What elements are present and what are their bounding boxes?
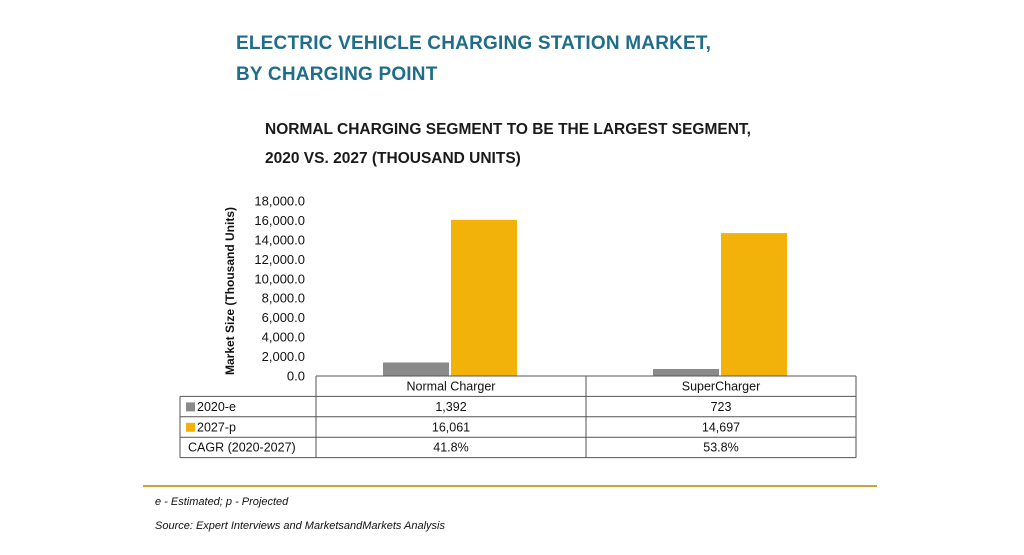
y-tick-label: 18,000.0 bbox=[254, 194, 305, 209]
data-label: 16,061 bbox=[432, 420, 470, 434]
legend-swatch-2027-p bbox=[186, 422, 195, 432]
data-label: 1,392 bbox=[435, 400, 466, 414]
x-tick-label: SuperCharger bbox=[682, 380, 761, 394]
y-tick-label: 6,000.0 bbox=[262, 310, 305, 325]
data-label: 14,697 bbox=[702, 420, 740, 434]
x-tick-label: Normal Charger bbox=[407, 380, 496, 394]
chart-subtitle-line2: 2020 VS. 2027 (THOUSAND UNITS) bbox=[265, 150, 521, 167]
y-tick-label: 14,000.0 bbox=[254, 232, 305, 247]
bar-2020-e-supercharger bbox=[653, 368, 719, 376]
y-tick-label: 4,000.0 bbox=[262, 330, 305, 345]
y-tick-label: 2,000.0 bbox=[262, 349, 305, 364]
y-tick-label: 16,000.0 bbox=[254, 213, 305, 228]
row-label: CAGR (2020-2027) bbox=[188, 441, 296, 455]
chart-title-line2: BY CHARGING POINT bbox=[236, 64, 438, 85]
y-tick-label: 10,000.0 bbox=[254, 271, 305, 286]
chart-title-line1: ELECTRIC VEHICLE CHARGING STATION MARKET… bbox=[236, 33, 712, 54]
data-table: Normal Charger SuperCharger 2020-e 1,392 723… bbox=[179, 375, 857, 459]
y-tick-label: 0.0 bbox=[287, 369, 305, 384]
data-label: 723 bbox=[711, 400, 732, 414]
bar-2027-p-supercharger bbox=[721, 233, 787, 376]
legend-swatch-2020-e bbox=[186, 402, 195, 412]
source-note: Source: Expert Interviews and Marketsand… bbox=[155, 520, 445, 532]
footnote: e - Estimated; p - Projected bbox=[155, 496, 289, 508]
chart-subtitle-line1: NORMAL CHARGING SEGMENT TO BE THE LARGES… bbox=[265, 121, 751, 138]
data-label: 53.8% bbox=[703, 441, 738, 455]
chart-bars bbox=[383, 219, 787, 376]
legend-label: 2027-p bbox=[197, 420, 236, 434]
bar-2020-e-normal-charger bbox=[383, 362, 449, 376]
y-tick-label: 8,000.0 bbox=[262, 291, 305, 306]
y-axis-label: Market Size (Thousand Units) bbox=[223, 207, 237, 375]
y-axis: 0.0 2,000.0 4,000.0 6,000.0 8,000.0 10,000.0 1… bbox=[254, 194, 305, 384]
bar-2027-p-normal-charger bbox=[451, 219, 517, 376]
y-tick-label: 12,000.0 bbox=[254, 252, 305, 267]
legend-label: 2020-e bbox=[197, 400, 236, 414]
data-label: 41.8% bbox=[433, 441, 468, 455]
footer-rule bbox=[143, 485, 877, 487]
